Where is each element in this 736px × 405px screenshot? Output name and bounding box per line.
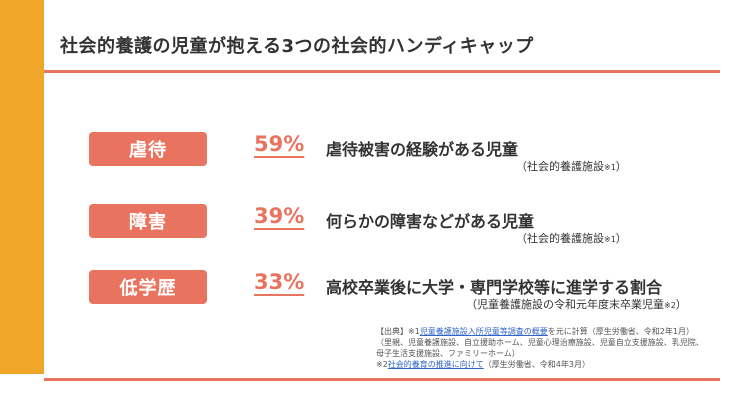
category-badge: 障害 — [89, 204, 207, 238]
bottom-divider — [44, 378, 720, 381]
percent-value: 39% — [254, 204, 305, 228]
percent-value: 59% — [254, 132, 305, 156]
source-prefix-2: ※2 — [376, 360, 388, 369]
subnote-mark: ※1 — [604, 235, 616, 244]
handicap-row-education: 低学歴 33% 高校卒業後に大学・専門学校等に進学する割合 （児童養護施設の令和… — [0, 266, 736, 326]
row-subnote: （社会的養護施設※1） — [516, 158, 627, 174]
source-citation: 【出典】※1児童養護施設入所児童等調査の概要を元に計算（厚生労働省、令和2年1月… — [376, 326, 720, 370]
subnote-close: ） — [615, 232, 627, 245]
handicap-row-abuse: 虐待 59% 虐待被害の経験がある児童 （社会的養護施設※1） — [0, 128, 736, 188]
source-prefix: 【出典】※1 — [376, 327, 420, 336]
source-line-1: 【出典】※1児童養護施設入所児童等調査の概要を元に計算（厚生労働省、令和2年1月… — [376, 326, 720, 337]
category-badge: 低学歴 — [89, 270, 207, 304]
category-badge: 虐待 — [89, 132, 207, 166]
source-line-2: （里親、児童養護施設、自立援助ホーム、児童心理治療施設、児童自立支援施設、乳児院… — [376, 338, 704, 347]
slide-title: 社会的養護の児童が抱える3つの社会的ハンディキャップ — [60, 36, 534, 57]
left-accent-bar — [0, 0, 44, 374]
row-description: 何らかの障害などがある児童 — [326, 212, 535, 231]
subnote-close: ） — [675, 298, 687, 311]
subnote-mark: ※2 — [664, 301, 676, 310]
source-suffix-2: （厚生労働省、令和4年3月） — [483, 360, 590, 369]
title-divider — [44, 70, 720, 73]
row-description: 高校卒業後に大学・専門学校等に進学する割合 — [326, 278, 663, 297]
row-subnote: （児童養護施設の令和元年度末卒業児童※2） — [466, 296, 687, 312]
source-link-promotion[interactable]: 社会的養育の推進に向けて — [387, 360, 484, 369]
subnote-mark: ※1 — [604, 163, 616, 172]
row-description: 虐待被害の経験がある児童 — [326, 140, 519, 159]
subnote-close: ） — [615, 160, 627, 173]
handicap-row-disability: 障害 39% 何らかの障害などがある児童 （社会的養護施設※1） — [0, 200, 736, 260]
subnote-text: （児童養護施設の令和元年度末卒業児童 — [466, 298, 664, 311]
subnote-text: （社会的養護施設 — [516, 160, 604, 173]
subnote-text: （社会的養護施設 — [516, 232, 604, 245]
row-subnote: （社会的養護施設※1） — [516, 230, 627, 246]
source-line-3: 母子生活支援施設、ファミリーホーム） — [376, 349, 520, 358]
percent-value: 33% — [254, 270, 305, 294]
source-suffix: を元に計算（厚生労働省、令和2年1月） — [547, 327, 694, 336]
source-link-survey[interactable]: 児童養護施設入所児童等調査の概要 — [419, 327, 548, 336]
source-line-4: ※2社会的養育の推進に向けて（厚生労働省、令和4年3月） — [376, 359, 720, 370]
